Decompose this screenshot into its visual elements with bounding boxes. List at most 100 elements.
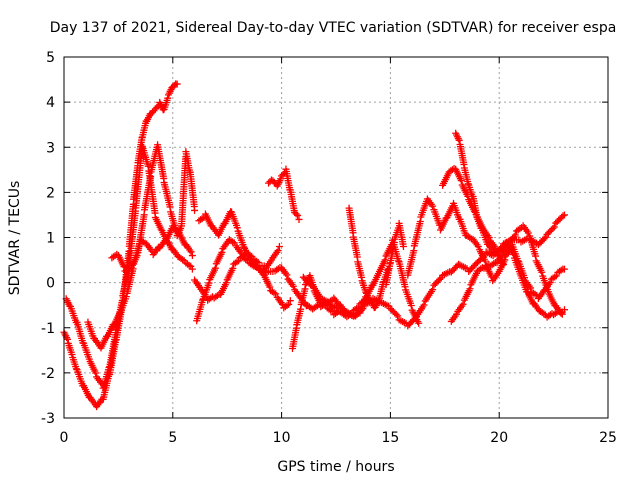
data-point	[327, 306, 335, 314]
data-point	[63, 335, 71, 343]
data-trace	[382, 219, 407, 289]
data-point	[187, 248, 195, 256]
data-point	[283, 302, 291, 310]
y-tick-label: 5	[46, 50, 55, 66]
data-point	[557, 266, 565, 274]
x-axis-label: GPS time / hours	[277, 459, 394, 475]
data-trace	[265, 165, 303, 223]
data-point	[362, 288, 370, 296]
data-point	[549, 225, 557, 233]
y-tick-label: -1	[41, 321, 55, 337]
data-point	[415, 319, 423, 327]
data-point	[275, 243, 283, 251]
data-point	[560, 211, 568, 219]
data-point	[294, 211, 302, 219]
data-trace	[191, 243, 283, 304]
data-point	[124, 265, 132, 273]
data-point	[394, 257, 402, 265]
data-point	[509, 250, 517, 258]
x-tick-label: 20	[490, 430, 508, 446]
data-point	[211, 264, 219, 272]
data-point	[235, 257, 243, 265]
x-tick-label: 0	[60, 430, 69, 446]
data-trace	[447, 222, 566, 325]
data-point	[558, 310, 566, 318]
data-point	[474, 243, 482, 251]
data-point	[133, 252, 141, 260]
y-axis-label: SDTVAR / TECUs	[7, 181, 23, 296]
data-point	[538, 268, 546, 276]
data-point	[72, 365, 80, 373]
data-point	[524, 229, 532, 237]
data-point	[560, 306, 568, 314]
data-point	[229, 238, 237, 246]
data-point	[164, 94, 172, 102]
y-tick-label: 1	[46, 231, 55, 247]
data-point	[253, 257, 261, 265]
y-tick-label: 2	[46, 185, 55, 201]
data-point	[188, 265, 196, 273]
y-tick-label: 0	[46, 276, 55, 292]
data-point	[500, 261, 508, 269]
data-point	[485, 234, 493, 242]
data-point	[407, 301, 415, 309]
data-point	[188, 252, 196, 260]
data-point	[283, 271, 291, 279]
data-point	[274, 265, 282, 273]
axis-ticks: 0 5 10 15 20 25 -3 -2 -1 0 1 2 3 4 5	[41, 50, 617, 446]
data-point	[229, 264, 237, 272]
data-point	[457, 177, 465, 185]
data-point	[551, 273, 559, 281]
data-point	[205, 279, 213, 287]
data-point	[144, 162, 152, 170]
x-tick-label: 15	[381, 430, 399, 446]
data-point	[420, 301, 428, 309]
data-point	[185, 261, 193, 269]
data-point	[559, 212, 567, 220]
data-point	[270, 289, 278, 297]
data-point	[540, 310, 548, 318]
data-point	[511, 231, 519, 239]
data-point	[552, 272, 560, 280]
data-point	[191, 206, 199, 214]
data-trace	[195, 208, 294, 312]
data-point	[254, 258, 262, 266]
data-point	[213, 292, 221, 300]
data-point	[527, 284, 535, 292]
data-point	[499, 260, 507, 268]
y-tick-label: -2	[41, 366, 55, 382]
data-point	[233, 224, 241, 232]
x-tick-label: 25	[599, 430, 617, 446]
data-point	[505, 242, 513, 250]
data-point	[173, 80, 181, 88]
data-point	[466, 285, 474, 293]
data-point	[286, 297, 294, 305]
data-point	[68, 350, 76, 358]
data-point	[540, 235, 548, 243]
data-point	[274, 247, 282, 255]
chart-title: Day 137 of 2021, Sidereal Day-to-day VTE…	[50, 20, 617, 36]
data-point	[436, 275, 444, 283]
data-point	[266, 283, 274, 291]
data-point	[394, 312, 402, 320]
data-point	[560, 265, 568, 273]
data-point	[285, 300, 293, 308]
data-point	[233, 258, 241, 266]
data-point	[295, 215, 303, 223]
data-point	[105, 364, 113, 372]
data-point	[122, 293, 130, 301]
data-point	[357, 306, 365, 314]
data-point	[481, 257, 489, 265]
data-point	[557, 309, 565, 317]
data-point	[399, 243, 407, 251]
data-point	[550, 223, 558, 231]
y-tick-label: 4	[46, 95, 55, 111]
data-point	[429, 202, 437, 210]
data-point	[289, 282, 297, 290]
data-point	[218, 248, 226, 256]
data-point	[532, 252, 540, 260]
x-tick-label: 10	[273, 430, 291, 446]
data-point	[459, 300, 467, 308]
x-tick-label: 5	[168, 430, 177, 446]
